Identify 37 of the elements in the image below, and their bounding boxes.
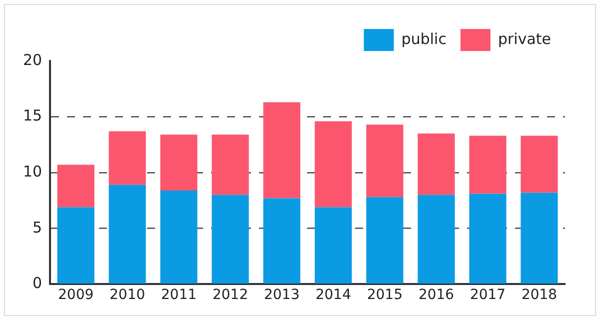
bar (263, 198, 300, 284)
legend-label: private (498, 30, 552, 48)
bar (418, 194, 455, 284)
y-tick-label: 15 (22, 106, 42, 125)
bar (520, 136, 558, 193)
x-tick-label: 2011 (160, 287, 197, 304)
x-tick-label: 2009 (58, 287, 94, 304)
y-tick-label: 0 (32, 274, 42, 292)
bar (108, 131, 146, 185)
x-tick-label: 2013 (264, 287, 300, 304)
bar (366, 124, 404, 198)
bar (263, 102, 300, 198)
x-tick-label: 2016 (418, 287, 454, 304)
x-tick-label: 2017 (470, 287, 506, 304)
bar (212, 134, 249, 195)
bar (469, 194, 506, 284)
y-tick-label: 5 (32, 218, 42, 236)
bar (418, 134, 455, 195)
bar (469, 136, 506, 194)
bar (57, 207, 94, 284)
bar (160, 134, 198, 190)
x-tick-label: 2018 (521, 287, 558, 304)
bar (520, 192, 558, 284)
bar (212, 194, 249, 284)
y-tick-label: 10 (22, 162, 42, 180)
x-tick-label: 2010 (110, 287, 146, 304)
bar (160, 190, 198, 284)
x-tick-label: 2015 (366, 287, 403, 304)
bar (108, 184, 146, 284)
bar (57, 164, 94, 208)
bar (366, 197, 404, 284)
x-tick-label: 2012 (212, 287, 248, 304)
legend-label: public (401, 30, 446, 48)
y-tick-label: 20 (22, 50, 42, 69)
bar (314, 121, 352, 208)
bar (314, 207, 352, 284)
x-tick-label: 2014 (315, 287, 352, 304)
